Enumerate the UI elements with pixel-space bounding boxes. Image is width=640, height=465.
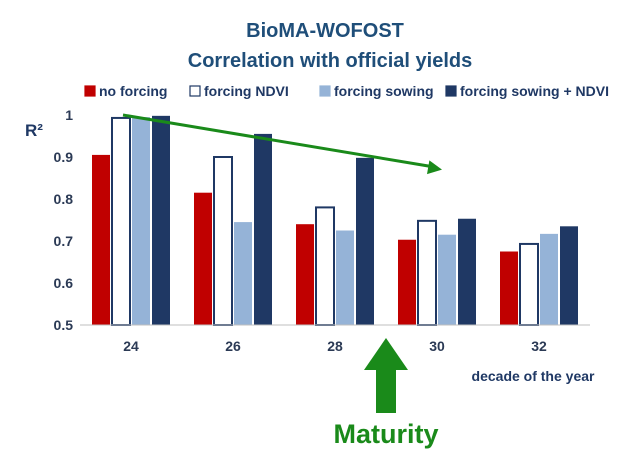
chart-title: BioMA-WOFOST [246,20,404,42]
y-tick-label: 0.8 [54,191,74,207]
legend-swatch-1 [84,85,96,97]
legend: no forcing forcing NDVI forcing sowing forc… [84,83,609,99]
bar-forcing-sowing-24 [132,117,150,325]
y-tick-label: 0.6 [54,275,74,291]
legend-label-4: forcing sowing + NDVI [460,83,609,99]
trend-arrow [122,113,442,175]
bar-no-forcing-26 [194,192,212,325]
legend-swatch-4 [445,85,457,97]
bar-forcing-sowing-26 [234,222,252,325]
legend-label-2: forcing NDVI [204,83,289,99]
legend-label-1: no forcing [99,83,167,99]
bar-no-forcing-30 [398,239,416,325]
bar-forcing-sowing-32 [540,233,558,325]
maturity-arrow-head [364,338,408,370]
bar-forcing-ndvi-30 [417,219,437,326]
bar-forcing-sowing-ndvi-28 [356,157,374,325]
y-ticks: 0.5 0.6 0.7 0.8 0.9 1 [54,107,74,333]
bar-forcing-sowing-ndvi-32 [560,226,578,325]
y-tick-label: 0.9 [54,149,74,165]
trend-arrow-shaft [122,113,433,169]
legend-label-3: forcing sowing [334,83,434,99]
x-axis-label: decade of the year [472,368,595,384]
y-tick-label: 0.7 [54,233,74,249]
bar-forcing-ndvi-32 [519,242,539,326]
bar-no-forcing-28 [296,224,314,325]
x-tick-label: 28 [327,338,343,354]
chart-subtitle: Correlation with official yields [188,50,473,72]
bar-forcing-sowing-28 [336,230,354,325]
maturity-arrow-shaft [376,370,396,413]
bar-forcing-ndvi-24 [111,116,131,326]
x-tick-label: 24 [123,338,139,354]
bar-forcing-sowing-ndvi-30 [458,218,476,325]
maturity-arrow [364,338,408,413]
bars [92,115,578,326]
y-axis-label: R² [25,121,43,140]
legend-swatch-3 [319,85,331,97]
legend-swatch-2 [189,85,201,97]
bar-forcing-ndvi-28 [315,206,335,326]
x-ticks: 24 26 28 30 32 [123,338,547,354]
x-tick-label: 30 [429,338,445,354]
y-tick-label: 0.5 [54,317,74,333]
bar-forcing-sowing-30 [438,234,456,325]
y-tick-label: 1 [65,107,73,123]
bar-no-forcing-32 [500,251,518,325]
bar-forcing-sowing-ndvi-24 [152,115,170,325]
x-tick-label: 26 [225,338,241,354]
x-tick-label: 32 [531,338,547,354]
bar-no-forcing-24 [92,154,110,325]
maturity-annotation: Maturity [333,419,438,449]
trend-arrow-head [427,160,442,175]
bar-forcing-sowing-ndvi-26 [254,133,272,325]
bar-forcing-ndvi-26 [213,156,233,326]
